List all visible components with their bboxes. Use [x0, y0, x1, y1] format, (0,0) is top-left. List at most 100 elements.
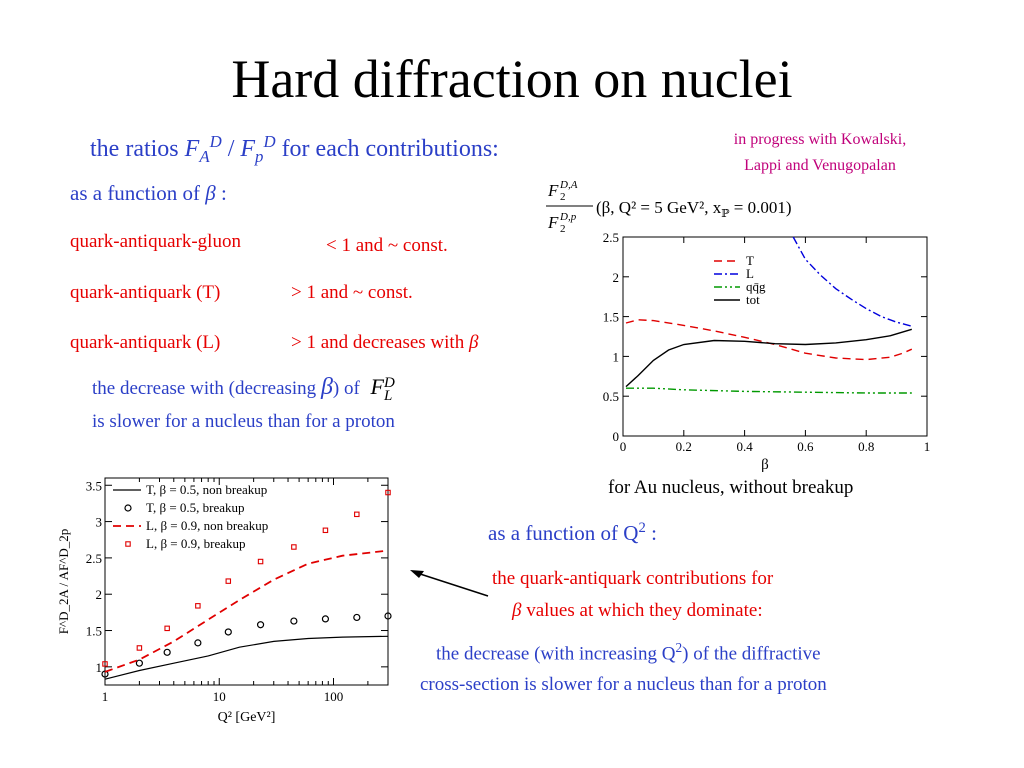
row-qqg-behavior: < 1 and ~ const.: [326, 235, 448, 256]
legend-label-0: T, β = 0.5, non breakup: [146, 482, 267, 497]
row-qqg-label: quark-antiquark-gluon: [70, 231, 241, 252]
series-line-0: [104, 635, 389, 680]
y-tick-label: 2.5: [86, 551, 102, 566]
beta-heading: as a function of β :: [70, 181, 227, 206]
series-1-point: [163, 648, 171, 656]
series-1-point: [353, 613, 361, 622]
ratio-p-sub: p: [255, 146, 264, 166]
y-tick-label: 0.5: [603, 389, 619, 404]
formula-num-sup: D,A: [559, 179, 578, 191]
y-tick-label: 2: [613, 270, 620, 285]
credit-line-1: in progress with Kowalski,: [733, 131, 907, 148]
series-3-point: [322, 527, 329, 534]
beta-colon: :: [221, 181, 227, 205]
series-1-point: [194, 639, 202, 647]
q2-red-line-2: β values at which they dominate:: [512, 600, 763, 622]
formula-num-sub: 2: [560, 191, 566, 203]
note-FL: F: [370, 374, 384, 399]
x-tick-label: 0: [620, 439, 627, 454]
ratio-D2-sup: D: [263, 132, 276, 151]
q2-red-beta: β: [512, 600, 522, 621]
row-L-behavior: > 1 and decreases with β: [291, 332, 478, 354]
y-tick-label: 1: [96, 660, 103, 675]
series-1-point: [256, 621, 265, 629]
note-beta: β: [320, 374, 333, 400]
beta-symbol: β: [205, 181, 216, 205]
q2-heading-suffix: :: [645, 521, 657, 545]
x-axis-label: β: [761, 457, 769, 473]
row-L-beta: β: [468, 332, 479, 353]
legend-label-2: qq̄g: [746, 279, 766, 294]
q2-red-rest: values at which they dominate:: [521, 600, 763, 621]
x-tick-label: 0.8: [858, 439, 874, 454]
x-tick-label: 1: [102, 689, 109, 704]
q2-blue-line-2: cross-section is slower for a nucleus th…: [420, 674, 827, 695]
series-1-point: [321, 615, 330, 623]
y-tick-label: 2.5: [603, 230, 619, 245]
arrow-head: [410, 570, 424, 578]
series-line-2: [104, 549, 389, 673]
q2-heading: as a function of Q2 :: [488, 520, 657, 546]
x-tick-label: 0.6: [797, 439, 814, 454]
ratio-slash: /: [227, 136, 235, 162]
slide-title: Hard diffraction on nuclei: [231, 49, 793, 109]
note-suffix: ) of: [332, 378, 360, 399]
series-1-point: [290, 617, 298, 625]
q2-blue-line-1: the decrease (with increasing Q2) of the…: [436, 640, 821, 665]
note-FL-sup: D: [384, 374, 395, 391]
x-tick-label: 100: [324, 689, 344, 704]
q2-blue-suffix: ) of the diffractive: [682, 643, 821, 665]
x-axis-label: Q² [GeV²]: [218, 710, 276, 725]
series-line-2: [626, 387, 912, 394]
series-line-0: [625, 319, 913, 361]
chart-beta-formula: F 2D,AF 2D,p (β, Q² = 5 GeV², xℙ = 0.001): [546, 179, 792, 235]
x-tick-label: 0.4: [736, 439, 753, 454]
legend-label-3: tot: [746, 292, 760, 307]
legend-label-3: L, β = 0.9, breakup: [146, 536, 246, 551]
chart-beta-caption: for Au nucleus, without breakup: [608, 477, 854, 498]
series-1-point: [224, 628, 232, 636]
x-tick-label: 10: [213, 689, 226, 704]
series-3-point: [225, 578, 232, 584]
chart-q2-ratio: 1 10 100 1 1.5 2 2.5 3 3.5 Q² [GeV²] F^D_2A / AF^D…: [56, 477, 392, 725]
legend-swatch-1: [124, 504, 132, 512]
ratios-suffix: for each contributions:: [281, 136, 499, 162]
series-line-1: [792, 236, 912, 327]
ratio-F-A: F: [184, 136, 200, 162]
arrow-shaft: [413, 571, 489, 597]
row-T-label: quark-antiquark (T): [70, 282, 221, 303]
q2-blue-prefix: the decrease (with increasing Q: [436, 643, 676, 665]
series-3-point: [136, 645, 143, 651]
series-1-point: [384, 612, 392, 620]
ratio-D1-sup: D: [209, 132, 222, 151]
x-tick-label: 1: [924, 439, 931, 454]
ratios-prefix: the ratios: [90, 136, 179, 162]
series-3-point: [257, 558, 264, 565]
note-prefix: the decrease with (decreasing: [92, 378, 317, 399]
pointer-arrow: [410, 570, 489, 597]
row-T-behavior: > 1 and ~ const.: [291, 282, 413, 303]
series-3-point: [385, 489, 391, 496]
ratio-F-p: F: [240, 136, 256, 162]
note-FL-sub: L: [384, 387, 393, 404]
formula-args: (β, Q² = 5 GeV², xℙ = 0.001): [596, 198, 792, 220]
legend-label-2: L, β = 0.9, non breakup: [146, 518, 268, 533]
formula-den-F: F: [547, 213, 559, 232]
x-tick-label: 0.2: [676, 439, 692, 454]
legend-swatch-3: [125, 541, 131, 547]
y-axis-label: F^D_2A / AF^D_2p: [56, 529, 71, 634]
legend-label-0: T: [746, 253, 754, 268]
y-tick-label: 3: [96, 515, 103, 530]
legend-label-1: L: [746, 266, 754, 281]
row-L-behavior-text: > 1 and decreases with: [291, 332, 465, 353]
ratios-heading: the ratios FAD / FpD for each contributi…: [90, 132, 499, 167]
y-tick-label: 1.5: [603, 310, 619, 325]
series-3-point: [102, 661, 108, 667]
y-tick-label: 3.5: [86, 478, 102, 493]
q2-heading-text: as a function of Q: [488, 521, 639, 545]
y-tick-label: 0: [613, 429, 620, 444]
series-3-point: [354, 511, 360, 518]
formula-den-sup: D,p: [559, 211, 577, 223]
chart-beta-frame: [622, 236, 928, 437]
beta-note-line-2: is slower for a nucleus than for a proto…: [92, 411, 395, 432]
